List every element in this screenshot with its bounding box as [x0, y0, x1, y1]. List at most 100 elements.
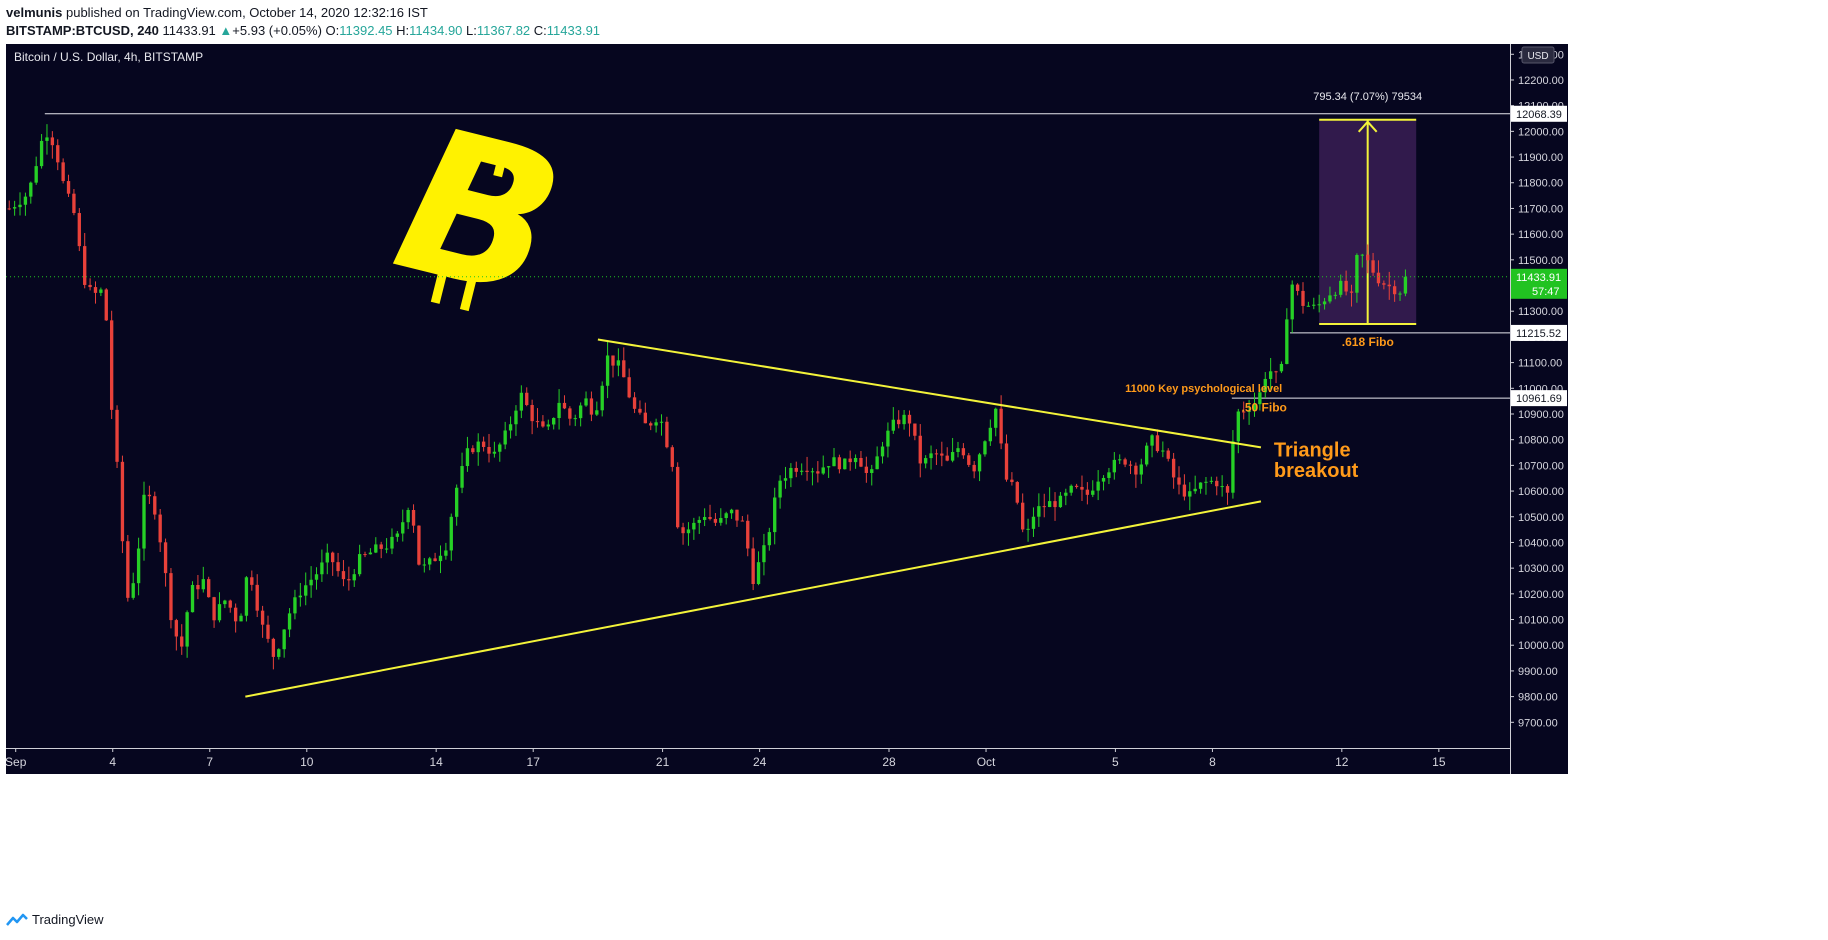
- candle-body: [1096, 481, 1100, 491]
- author-name[interactable]: velmunis: [6, 5, 63, 20]
- candle-body: [1074, 485, 1079, 487]
- candle-body: [1387, 284, 1391, 287]
- candle-body: [1231, 441, 1235, 493]
- candle-body: [277, 649, 281, 657]
- candle-body: [1355, 255, 1359, 293]
- candle-body: [1322, 301, 1327, 305]
- y-tick-label: 11100.00: [1518, 358, 1562, 370]
- candle-body: [568, 408, 572, 419]
- candle-body: [681, 527, 685, 534]
- candle-body: [201, 579, 205, 590]
- candle-body: [1118, 459, 1122, 461]
- candle-body: [1317, 304, 1321, 306]
- candle-body: [282, 629, 286, 650]
- candle-body: [1220, 486, 1224, 488]
- candle-body: [433, 558, 437, 562]
- annotation-label: 11000 Key psychological level: [1125, 383, 1282, 395]
- candle-body: [713, 518, 718, 523]
- candle-body: [1004, 443, 1009, 480]
- x-tick-label: 8: [1209, 755, 1216, 769]
- candle-body: [562, 402, 567, 409]
- candle-body: [697, 519, 701, 523]
- candle-body: [1268, 371, 1273, 379]
- candle-body: [1128, 464, 1133, 466]
- y-tick-label: 10200.00: [1518, 589, 1564, 601]
- candle-body: [740, 520, 745, 522]
- y-tick-label: 9800.00: [1518, 692, 1558, 704]
- last-price-badge-label: 11433.91: [1516, 272, 1561, 284]
- candle-body: [1285, 319, 1289, 364]
- trendline-upper: [597, 338, 1262, 449]
- y-tick-label: 12000.00: [1518, 126, 1564, 138]
- candle-body: [719, 518, 723, 523]
- candle-body: [724, 513, 728, 519]
- bitcoin-logo-bar: [459, 276, 477, 312]
- candle-body: [616, 360, 621, 366]
- tradingview-brand[interactable]: TradingView: [6, 912, 104, 927]
- x-tick-label: Oct: [977, 755, 996, 769]
- candle-body: [99, 289, 103, 293]
- candle-body: [190, 584, 195, 613]
- candle-body: [1339, 280, 1343, 295]
- bitcoin-logo-bar: [464, 134, 482, 171]
- currency-button-label: USD: [1527, 51, 1548, 62]
- annotation-label: breakout: [1274, 460, 1359, 482]
- y-tick-label: 10900.00: [1518, 409, 1564, 421]
- y-tick-label: 11700.00: [1518, 203, 1563, 215]
- ohlc-line: BITSTAMP:BTCUSD, 240 11433.91 ▲+5.93 (+0…: [6, 23, 600, 38]
- annotation-label: .50 Fibo: [1242, 400, 1287, 414]
- candle-body: [627, 377, 631, 398]
- level-badge: [1511, 324, 1567, 341]
- candle-body: [950, 451, 955, 461]
- candle-body: [1198, 482, 1203, 489]
- candle-body: [331, 552, 335, 563]
- annotation-label: .618 Fibo: [1342, 335, 1394, 349]
- y-tick-label: 10100.00: [1518, 615, 1564, 627]
- candle-body: [314, 574, 319, 580]
- candle-body: [832, 457, 836, 467]
- x-tick-label: 7: [206, 755, 213, 769]
- bitcoin-logo-bar: [493, 142, 511, 178]
- candle-body: [977, 454, 982, 472]
- level-badge-label: 11215.52: [1516, 328, 1561, 340]
- candle-body: [180, 636, 184, 647]
- candle-body: [298, 595, 303, 598]
- candle-body: [859, 457, 863, 467]
- candle-body: [115, 409, 119, 462]
- open-value: 11392.45: [339, 23, 393, 38]
- candle-body: [552, 418, 556, 425]
- candle-body: [994, 408, 998, 428]
- candle-body: [762, 545, 766, 563]
- candle-body: [93, 287, 98, 293]
- candle-body: [325, 552, 329, 563]
- candle-body: [244, 577, 249, 616]
- candle-body: [934, 453, 939, 455]
- candle-body: [1150, 435, 1154, 446]
- candle-body: [708, 517, 712, 519]
- candle-body: [1112, 459, 1116, 473]
- candle-body: [1209, 480, 1214, 482]
- candle-body: [417, 525, 421, 565]
- chart-header: velmunis published on TradingView.com, O…: [0, 0, 1828, 44]
- candle-body: [870, 469, 874, 473]
- candle-body: [692, 522, 696, 530]
- candle-body: [228, 600, 232, 608]
- price-chart[interactable]: 9700.009800.009900.0010000.0010100.00102…: [0, 44, 1828, 904]
- candle-body: [1252, 404, 1257, 411]
- currency-button[interactable]: [1521, 46, 1555, 64]
- candle-body: [1026, 528, 1030, 530]
- candle-body: [136, 548, 141, 584]
- candle-body: [799, 470, 804, 472]
- candle-body: [600, 385, 604, 411]
- chart-area[interactable]: 9700.00 9800.00 9900.00 10000.00 10100.00 102…: [0, 44, 1828, 904]
- candle-body: [751, 548, 755, 585]
- candle-body: [643, 412, 648, 424]
- candle-body: [1037, 506, 1041, 517]
- candle-body: [1290, 284, 1294, 320]
- candle-body: [1107, 472, 1111, 478]
- candle-body: [794, 467, 798, 472]
- y-tick-label: 10700.00: [1518, 460, 1564, 472]
- candle-body: [848, 458, 852, 463]
- publish-line: velmunis published on TradingView.com, O…: [6, 5, 428, 20]
- candle-body: [336, 562, 340, 572]
